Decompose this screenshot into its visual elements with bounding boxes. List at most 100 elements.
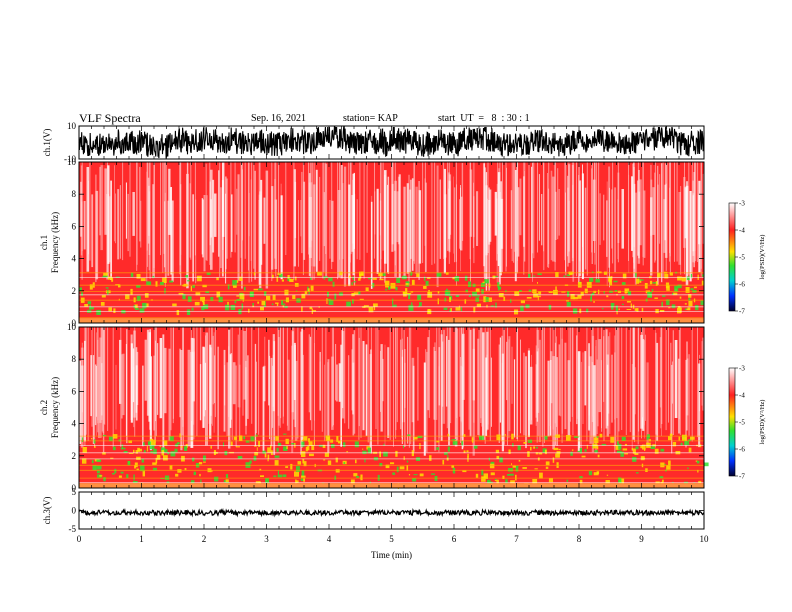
stipple: [516, 162, 518, 252]
band-cell: [485, 297, 489, 302]
streak: [425, 349, 427, 452]
band-cell: [305, 446, 308, 452]
streak: [461, 162, 464, 241]
streak: [99, 337, 102, 423]
band-cell: [91, 460, 94, 464]
band-cell: [686, 276, 690, 281]
band-cell: [406, 465, 409, 471]
stipple: [100, 327, 102, 438]
streak: [144, 339, 147, 401]
stipple: [367, 327, 369, 443]
band-cell: [593, 472, 599, 476]
band-cell: [592, 292, 595, 296]
band-cell: [469, 278, 471, 280]
band-cell: [274, 460, 279, 466]
band-cell: [177, 469, 182, 473]
band-cell: [110, 457, 114, 459]
streak: [411, 178, 414, 271]
streak: [680, 186, 682, 275]
stipple: [258, 327, 260, 435]
band-cell: [526, 297, 532, 299]
stipple: [214, 327, 216, 418]
stipple: [438, 327, 440, 439]
streak: [343, 166, 347, 287]
band-cell: [287, 275, 290, 279]
band-cell: [566, 301, 571, 307]
band-cell: [107, 276, 112, 280]
band-cell: [688, 297, 691, 301]
band-cell: [237, 456, 243, 459]
band-cell: [210, 296, 214, 302]
band-cell: [150, 439, 156, 446]
band-cell: [304, 290, 308, 295]
streak: [454, 187, 456, 263]
streak: [674, 340, 678, 418]
band-cell: [687, 467, 689, 470]
streak: [407, 336, 409, 444]
band-cell: [359, 273, 362, 279]
band-cell: [295, 479, 297, 484]
stipple: [293, 327, 295, 420]
streak: [331, 200, 334, 262]
streak: [122, 353, 125, 416]
band-cell: [621, 282, 626, 285]
band-cell: [642, 444, 646, 450]
streak: [506, 167, 507, 267]
streak: [179, 348, 181, 418]
streak: [301, 171, 303, 254]
band-cell: [283, 303, 286, 306]
stipple: [487, 327, 489, 425]
stipple: [694, 162, 696, 251]
band-cell: [413, 474, 418, 476]
band-cell: [472, 291, 477, 297]
band-cell: [271, 303, 274, 306]
band-cell: [103, 477, 106, 482]
streak: [460, 187, 461, 272]
band-cell: [205, 290, 210, 294]
stipple: [568, 162, 570, 252]
streak: [232, 362, 236, 405]
band-cell: [396, 277, 401, 283]
streak: [329, 200, 331, 259]
streak: [537, 348, 539, 437]
band-cell: [538, 291, 542, 295]
stipple: [360, 327, 362, 438]
streak: [205, 163, 207, 261]
band-cell: [618, 308, 620, 311]
band-cell: [276, 276, 279, 282]
band-cell: [335, 469, 340, 473]
stipple: [450, 327, 452, 424]
stipple: [196, 327, 198, 437]
streak: [617, 199, 619, 260]
band-cell: [264, 291, 267, 296]
band-cell: [225, 479, 229, 483]
streak: [153, 355, 155, 431]
stipple: [322, 162, 324, 279]
streak: [439, 179, 441, 259]
streak: [552, 176, 555, 262]
streak: [217, 346, 219, 450]
band-cell: [343, 462, 346, 465]
streak: [236, 188, 238, 235]
colorbar-ch2-tick-label: -4: [739, 392, 745, 400]
band-cell: [133, 474, 135, 481]
streak: [650, 179, 653, 272]
stipple: [669, 162, 671, 253]
band-cell: [245, 440, 250, 443]
band-cell: [253, 456, 257, 461]
band-cell: [690, 274, 693, 279]
band-cell: [185, 444, 188, 448]
stipple: [377, 327, 379, 445]
band-cell: [622, 448, 628, 451]
band-cell: [383, 443, 385, 447]
streak: [541, 194, 543, 246]
band-cell: [84, 304, 89, 307]
streak: [659, 174, 661, 244]
band-cell: [278, 273, 283, 278]
band-cell: [465, 289, 468, 293]
band-cell: [403, 456, 405, 461]
band-cell: [615, 305, 618, 311]
spec1-tick-label: 0: [72, 318, 77, 328]
band-cell: [331, 444, 335, 448]
band-cell: [668, 307, 671, 309]
